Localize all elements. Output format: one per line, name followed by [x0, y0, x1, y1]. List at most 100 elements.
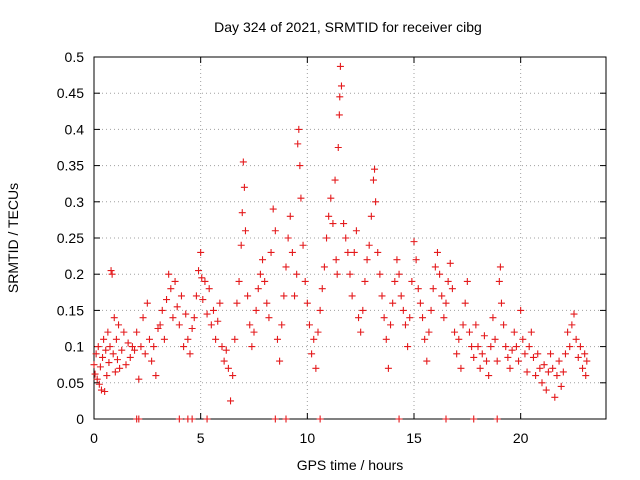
- data-point: [195, 267, 203, 275]
- data-point: [205, 285, 213, 293]
- data-point: [271, 227, 279, 235]
- data-point: [180, 343, 188, 351]
- data-point: [335, 111, 343, 119]
- data-point: [188, 415, 196, 423]
- data-point: [209, 306, 217, 314]
- data-point: [139, 314, 147, 322]
- data-point: [393, 256, 401, 264]
- data-point: [557, 382, 565, 390]
- data-point: [538, 379, 546, 387]
- data-point: [416, 299, 424, 307]
- data-point: [371, 165, 379, 173]
- data-point: [491, 335, 499, 343]
- data-point: [222, 346, 230, 354]
- data-point: [325, 212, 333, 220]
- data-point: [540, 361, 548, 369]
- data-point: [433, 248, 441, 256]
- data-point: [572, 335, 580, 343]
- data-point: [438, 292, 446, 300]
- data-point: [395, 415, 403, 423]
- data-point: [229, 372, 237, 380]
- data-point: [453, 350, 461, 358]
- data-point: [431, 263, 439, 271]
- data-point: [444, 277, 452, 285]
- data-point: [423, 357, 431, 365]
- data-point: [201, 277, 209, 285]
- data-point: [224, 364, 232, 372]
- data-point: [95, 380, 103, 388]
- data-point: [404, 343, 412, 351]
- data-point: [472, 321, 480, 329]
- data-point: [203, 415, 211, 423]
- data-point: [374, 248, 382, 256]
- data-point: [108, 270, 116, 278]
- data-point: [515, 357, 523, 365]
- data-point: [459, 321, 467, 329]
- data-point: [269, 205, 277, 213]
- data-point: [410, 238, 418, 246]
- data-point: [527, 328, 535, 336]
- data-point: [465, 328, 473, 336]
- data-point: [468, 343, 476, 351]
- data-point: [378, 292, 386, 300]
- data-point: [291, 292, 299, 300]
- data-point: [305, 321, 313, 329]
- data-point: [310, 335, 318, 343]
- data-point: [348, 292, 356, 300]
- data-point: [256, 270, 264, 278]
- data-point: [101, 387, 109, 395]
- data-point: [252, 306, 260, 314]
- data-point: [487, 343, 495, 351]
- data-point: [419, 314, 427, 322]
- data-point: [496, 263, 504, 271]
- data-point: [184, 335, 192, 343]
- data-point: [100, 335, 108, 343]
- data-point: [207, 321, 215, 329]
- data-point: [198, 274, 206, 282]
- y-axis: 0 0.05 0.1 0.15 0.2 0.25 0.3 0.35 0.4 0.45 0.5: [57, 49, 606, 427]
- data-point: [555, 357, 563, 365]
- data-point: [517, 306, 525, 314]
- data-point: [102, 346, 110, 354]
- data-point: [135, 375, 143, 383]
- data-point: [203, 310, 211, 318]
- data-point: [497, 299, 505, 307]
- data-point: [363, 256, 371, 264]
- data-point: [214, 317, 222, 325]
- data-point: [436, 270, 444, 278]
- data-point: [542, 386, 550, 394]
- data-point: [391, 277, 399, 285]
- data-point: [93, 375, 101, 383]
- data-point: [158, 306, 166, 314]
- data-point: [99, 353, 107, 361]
- y-tick-label: 0.2: [65, 266, 85, 282]
- data-point: [401, 321, 409, 329]
- data-point: [346, 270, 354, 278]
- data-point: [92, 350, 100, 358]
- data-point: [288, 248, 296, 256]
- data-point: [282, 263, 290, 271]
- data-point: [297, 194, 305, 202]
- data-point: [282, 415, 290, 423]
- data-point: [299, 241, 307, 249]
- y-tick-label: 0.5: [65, 49, 85, 65]
- data-point: [286, 212, 294, 220]
- data-point: [521, 350, 529, 358]
- data-point: [175, 415, 183, 423]
- data-point: [273, 335, 281, 343]
- data-point: [131, 346, 139, 354]
- data-point: [483, 357, 491, 365]
- y-tick-label: 0: [76, 411, 84, 427]
- data-point: [199, 296, 207, 304]
- data-point: [553, 372, 561, 380]
- y-tick-label: 0.05: [57, 375, 84, 391]
- data-point: [329, 220, 337, 228]
- data-points: [90, 62, 591, 423]
- data-point: [355, 314, 363, 322]
- data-point: [118, 346, 126, 354]
- data-point: [112, 335, 120, 343]
- data-point: [160, 335, 168, 343]
- data-point: [96, 363, 104, 371]
- data-point: [254, 285, 262, 293]
- data-point: [561, 350, 569, 358]
